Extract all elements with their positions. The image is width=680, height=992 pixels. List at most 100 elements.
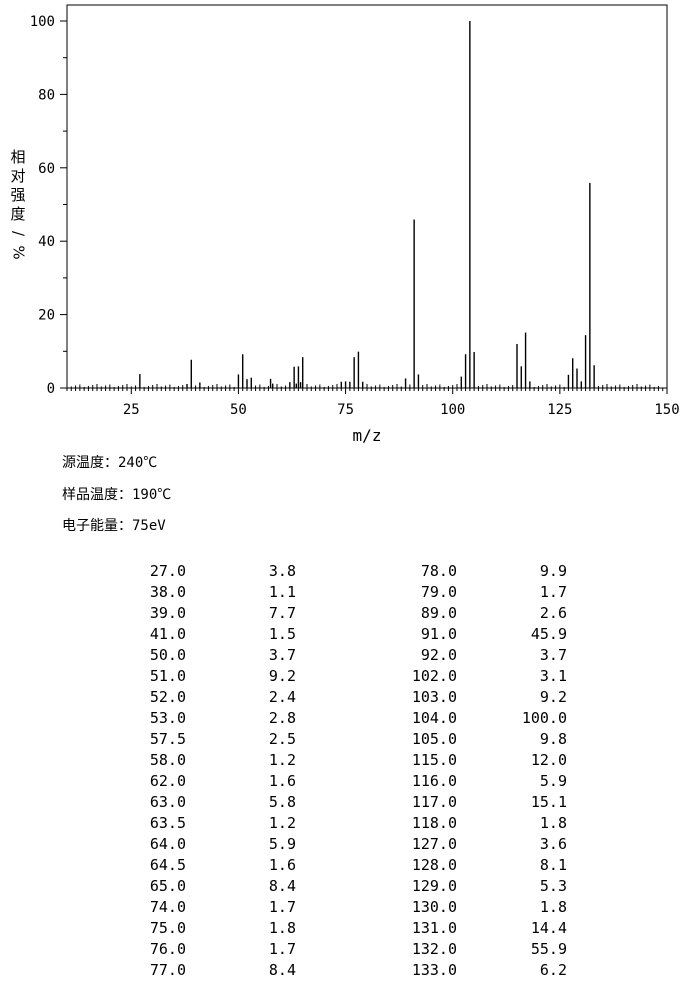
mz-value: 62.0 <box>149 772 186 790</box>
y-axis-ticks: 0 20 40 60 80 100 <box>30 14 67 397</box>
plot-frame <box>66 4 668 389</box>
x-axis-ticks: 25 50 75 100 125 150 <box>66 388 680 418</box>
table-row: 63.0 5.8 117.0 15.1 <box>0 792 680 813</box>
mz-value: 75.0 <box>149 919 186 937</box>
y-axis-label-char: % <box>9 245 28 260</box>
intensity-value: 1.8 <box>539 898 567 916</box>
intensity-value: 6.2 <box>539 961 567 979</box>
y-axis-label-char: / <box>9 230 28 237</box>
y-tick-label: 0 <box>47 381 55 397</box>
mz-value: 51.0 <box>149 667 186 685</box>
mz-value: 118.0 <box>411 814 457 832</box>
intensity-value: 9.2 <box>539 688 567 706</box>
mz-value: 127.0 <box>411 835 457 853</box>
table-row: 58.0 1.2 115.0 12.0 <box>0 750 680 771</box>
y-axis-label-char: 强 <box>10 186 26 204</box>
table-row: 64.0 5.9 127.0 3.6 <box>0 834 680 855</box>
mz-value: 115.0 <box>411 751 457 769</box>
mz-value: 74.0 <box>149 898 186 916</box>
table-row: 41.0 1.5 91.0 45.9 <box>0 624 680 645</box>
mz-value: 104.0 <box>411 709 457 727</box>
y-axis-label: 相对强度 /% <box>8 148 28 262</box>
mz-value: 63.0 <box>149 793 186 811</box>
intensity-value: 1.7 <box>268 940 296 958</box>
intensity-value: 9.8 <box>539 730 567 748</box>
y-tick-label: 20 <box>38 308 55 324</box>
mz-value: 105.0 <box>411 730 457 748</box>
mz-value: 128.0 <box>411 856 457 874</box>
y-axis-label-char: 度 <box>10 205 26 223</box>
intensity-value: 8.4 <box>268 961 296 979</box>
mz-value: 76.0 <box>149 940 186 958</box>
intensity-value: 14.4 <box>530 919 567 937</box>
x-tick-label: 25 <box>123 402 140 418</box>
mz-value: 57.5 <box>149 730 186 748</box>
intensity-value: 9.9 <box>539 562 567 580</box>
mz-value: 53.0 <box>149 709 186 727</box>
table-row: 38.0 1.1 79.0 1.7 <box>0 582 680 603</box>
baseline-noise <box>70 384 659 388</box>
mz-value: 41.0 <box>149 625 186 643</box>
table-row: 62.0 1.6 116.0 5.9 <box>0 771 680 792</box>
y-tick-label: 60 <box>38 161 55 177</box>
peak-bars <box>139 21 595 388</box>
mz-value: 92.0 <box>420 646 457 664</box>
mz-value: 133.0 <box>411 961 457 979</box>
x-tick-label: 100 <box>440 402 465 418</box>
table-row: 53.0 2.8 104.0 100.0 <box>0 708 680 729</box>
mz-value: 117.0 <box>411 793 457 811</box>
table-row: 57.5 2.5 105.0 9.8 <box>0 729 680 750</box>
peak-table: 27.0 3.8 78.0 9.9 38.0 1.1 79.0 1.7 39.0 7.7 89.0 2… <box>0 561 680 981</box>
mz-value: 79.0 <box>420 583 457 601</box>
mz-value: 64.0 <box>149 835 186 853</box>
mz-value: 78.0 <box>420 562 457 580</box>
mz-value: 91.0 <box>420 625 457 643</box>
mz-value: 130.0 <box>411 898 457 916</box>
intensity-value: 1.6 <box>268 772 296 790</box>
source-temperature: 源温度：240℃ <box>62 455 158 471</box>
sample-temperature: 样品温度：190℃ <box>62 487 172 503</box>
mz-value: 102.0 <box>411 667 457 685</box>
mz-value: 39.0 <box>149 604 186 622</box>
intensity-value: 15.1 <box>530 793 567 811</box>
intensity-value: 12.0 <box>530 751 567 769</box>
mz-value: 64.5 <box>149 856 186 874</box>
table-row: 50.0 3.7 92.0 3.7 <box>0 645 680 666</box>
intensity-value: 3.6 <box>539 835 567 853</box>
mz-value: 52.0 <box>149 688 186 706</box>
x-axis-label: m/z <box>353 426 382 445</box>
table-row: 39.0 7.7 89.0 2.6 <box>0 603 680 624</box>
mass-spectrum-chart: 25 50 75 100 125 150 0 20 40 60 80 100 m/z <box>30 4 680 445</box>
mz-value: 38.0 <box>149 583 186 601</box>
x-tick-label: 50 <box>230 402 247 418</box>
intensity-value: 9.2 <box>268 667 296 685</box>
y-tick-label: 100 <box>30 14 55 30</box>
table-row: 64.5 1.6 128.0 8.1 <box>0 855 680 876</box>
intensity-value: 1.8 <box>268 919 296 937</box>
intensity-value: 5.8 <box>268 793 296 811</box>
table-row: 74.0 1.7 130.0 1.8 <box>0 897 680 918</box>
table-row: 52.0 2.4 103.0 9.2 <box>0 687 680 708</box>
mz-value: 116.0 <box>411 772 457 790</box>
intensity-value: 100.0 <box>521 709 567 727</box>
mz-value: 103.0 <box>411 688 457 706</box>
mz-value: 132.0 <box>411 940 457 958</box>
mz-value: 77.0 <box>149 961 186 979</box>
mz-value: 63.5 <box>149 814 186 832</box>
x-tick-label: 150 <box>654 402 679 418</box>
mz-value: 131.0 <box>411 919 457 937</box>
x-tick-label: 75 <box>337 402 354 418</box>
y-tick-label: 40 <box>38 234 55 250</box>
intensity-value: 2.8 <box>268 709 296 727</box>
intensity-value: 2.5 <box>268 730 296 748</box>
intensity-value: 1.7 <box>268 898 296 916</box>
intensity-value: 1.7 <box>539 583 567 601</box>
intensity-value: 1.8 <box>539 814 567 832</box>
electron-energy: 电子能量：75eV <box>62 518 166 534</box>
table-row: 77.0 8.4 133.0 6.2 <box>0 960 680 981</box>
intensity-value: 8.1 <box>539 856 567 874</box>
mz-value: 50.0 <box>149 646 186 664</box>
intensity-value: 3.8 <box>268 562 296 580</box>
y-axis-label-char: 对 <box>10 167 26 185</box>
table-row: 76.0 1.7 132.0 55.9 <box>0 939 680 960</box>
